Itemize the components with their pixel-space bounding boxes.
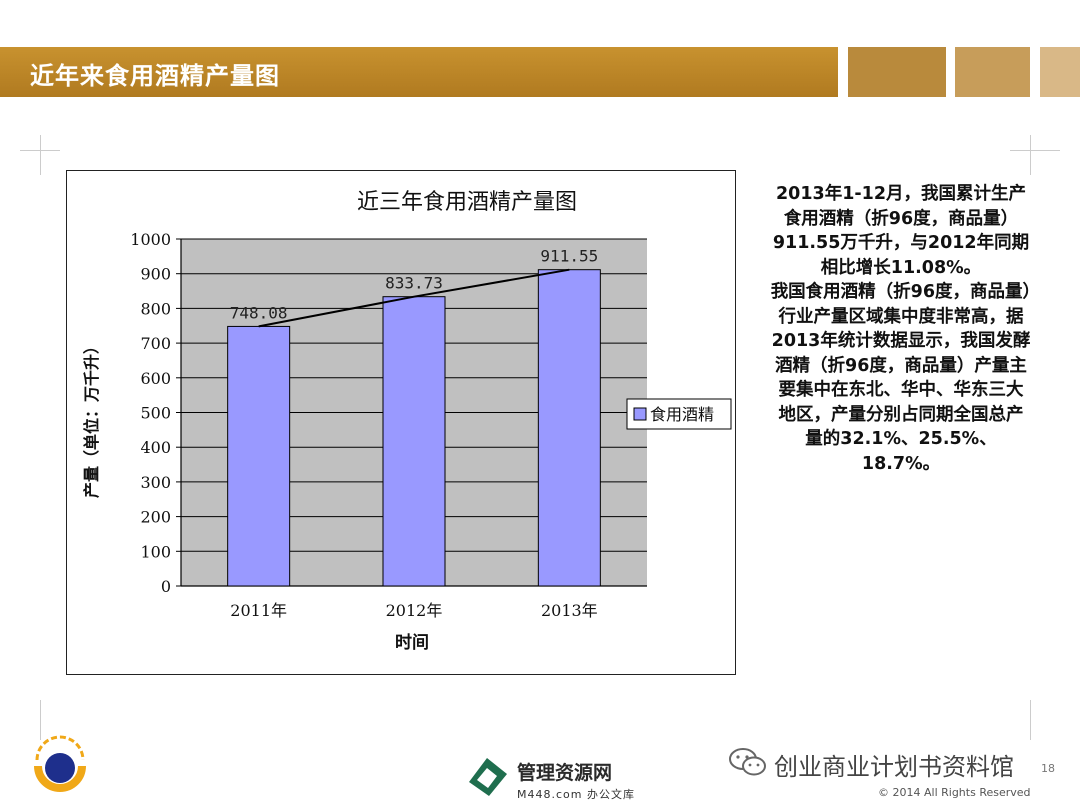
data-label: 833.73 [385,274,443,293]
y-tick-label: 1000 [130,230,171,249]
page-number: 18 [1041,762,1055,775]
y-tick-label: 0 [161,577,171,596]
chart-frame: 近三年食用酒精产量图 时间 产量（单位：万千升） 0 100 200 300 400 50… [66,170,736,675]
legend-swatch [633,407,647,421]
bar [382,296,446,587]
x-tick-label: 2011年 [230,601,287,620]
wechat-account-name: 创业商业计划书资料馆 [774,753,1014,781]
y-tick-label: 700 [140,334,171,353]
crop-mark [40,135,41,175]
data-label: 911.55 [540,247,598,266]
header-bar: 近年来食用酒精产量图 [0,47,838,97]
copyright-text: © 2014 All Rights Reserved [878,786,1031,799]
brand-subtitle: M448.com 办公文库 [517,788,635,801]
y-tick-label: 300 [140,473,171,492]
x-tick-label: 2012年 [386,601,443,620]
page-title: 近年来食用酒精产量图 [30,62,280,90]
brand-name: 管理资源网 [517,762,613,784]
crop-mark [1030,135,1031,175]
y-axis-label: 产量（单位：万千升） [82,338,101,498]
chart-title: 近三年食用酒精产量图 [357,190,577,215]
bar [227,325,291,587]
crop-mark [1010,150,1060,151]
y-tick-label: 100 [140,542,171,561]
bar [537,269,601,587]
wechat-watermark: 创业商业计划书资料馆 [728,745,1014,783]
y-tick-label: 600 [140,369,171,388]
header-accent-block [955,47,1030,97]
legend-box [626,398,732,430]
data-label: 748.08 [230,303,288,322]
x-tick-label: 2013年 [541,601,598,620]
university-logo-icon [34,735,86,792]
x-axis-label: 时间 [395,632,429,653]
legend-label: 食用酒精 [650,405,714,424]
wechat-icon [729,748,766,776]
y-tick-label: 200 [140,508,171,527]
y-tick-label: 400 [140,438,171,457]
header-accent-block [1040,47,1080,97]
y-tick-label: 500 [140,404,171,423]
header-accent-block [848,47,946,97]
bar-chart: 近三年食用酒精产量图 时间 产量（单位：万千升） 0 100 200 300 400 50… [82,190,732,653]
y-tick-label: 900 [140,265,171,284]
crop-mark [1030,700,1031,740]
brand-logo-icon [469,758,507,796]
y-tick-label: 800 [140,299,171,318]
crop-mark [40,700,41,740]
description-text: 2013年1-12月，我国累计生产食用酒精（折96度，商品量）911.55万千升… [770,184,1032,474]
trend-line [258,268,570,328]
crop-mark [20,150,60,151]
